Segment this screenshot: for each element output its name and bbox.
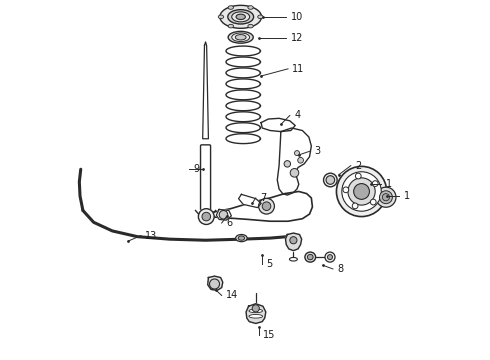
Polygon shape: [196, 211, 216, 219]
Text: 12: 12: [291, 33, 303, 43]
Ellipse shape: [249, 309, 263, 313]
Circle shape: [202, 212, 211, 221]
Circle shape: [259, 198, 274, 214]
Ellipse shape: [258, 15, 263, 19]
Circle shape: [382, 194, 390, 201]
Polygon shape: [239, 194, 261, 208]
Circle shape: [298, 157, 303, 163]
Text: 3: 3: [314, 146, 320, 156]
Polygon shape: [220, 5, 262, 28]
Text: 10: 10: [291, 12, 303, 22]
Circle shape: [203, 216, 208, 221]
Text: 8: 8: [337, 264, 343, 274]
Circle shape: [354, 184, 369, 199]
Ellipse shape: [218, 15, 223, 19]
Ellipse shape: [228, 31, 253, 43]
Polygon shape: [246, 304, 266, 323]
Text: 2: 2: [355, 161, 361, 171]
Circle shape: [262, 202, 271, 211]
Polygon shape: [286, 233, 302, 251]
Polygon shape: [226, 90, 260, 100]
Ellipse shape: [232, 33, 250, 41]
Ellipse shape: [248, 6, 253, 9]
Circle shape: [372, 181, 378, 186]
Polygon shape: [226, 101, 260, 111]
Ellipse shape: [307, 255, 313, 260]
Circle shape: [355, 173, 361, 179]
Text: 15: 15: [263, 330, 275, 340]
Circle shape: [343, 187, 349, 193]
Text: 1: 1: [403, 191, 410, 201]
Ellipse shape: [228, 10, 254, 24]
Polygon shape: [226, 123, 260, 132]
Polygon shape: [226, 134, 260, 144]
Text: 14: 14: [226, 291, 238, 301]
Polygon shape: [216, 210, 231, 220]
Circle shape: [198, 209, 214, 225]
Polygon shape: [226, 57, 260, 67]
Circle shape: [325, 252, 335, 262]
Polygon shape: [208, 276, 223, 291]
Circle shape: [294, 150, 299, 156]
Circle shape: [337, 166, 387, 217]
Ellipse shape: [236, 14, 245, 19]
Polygon shape: [205, 192, 313, 221]
FancyBboxPatch shape: [200, 145, 211, 212]
Ellipse shape: [290, 257, 297, 261]
Text: 4: 4: [294, 111, 300, 121]
Circle shape: [327, 255, 333, 260]
Circle shape: [290, 168, 299, 177]
Ellipse shape: [228, 24, 234, 28]
Circle shape: [342, 172, 381, 211]
Circle shape: [352, 203, 358, 209]
Ellipse shape: [232, 12, 250, 22]
Ellipse shape: [236, 234, 247, 242]
Text: 11: 11: [293, 64, 305, 74]
Circle shape: [219, 211, 228, 219]
Ellipse shape: [249, 315, 263, 318]
Ellipse shape: [248, 24, 253, 28]
Circle shape: [210, 279, 220, 289]
Text: 1: 1: [386, 179, 392, 189]
Text: 5: 5: [267, 259, 273, 269]
Text: 6: 6: [226, 218, 232, 228]
Polygon shape: [203, 42, 208, 139]
Ellipse shape: [238, 236, 245, 240]
Circle shape: [252, 305, 259, 312]
Circle shape: [376, 187, 396, 207]
Polygon shape: [277, 128, 311, 195]
Ellipse shape: [326, 176, 335, 184]
Ellipse shape: [305, 252, 316, 262]
Circle shape: [379, 191, 392, 204]
Polygon shape: [226, 68, 260, 78]
Polygon shape: [226, 46, 260, 56]
Polygon shape: [226, 112, 260, 122]
Circle shape: [284, 161, 291, 167]
Text: 13: 13: [146, 231, 158, 240]
Ellipse shape: [323, 173, 337, 187]
Polygon shape: [226, 79, 260, 89]
Circle shape: [348, 178, 375, 205]
Text: 9: 9: [194, 164, 200, 174]
Ellipse shape: [228, 6, 234, 9]
Circle shape: [200, 213, 211, 224]
Circle shape: [290, 237, 297, 244]
Ellipse shape: [235, 35, 246, 40]
Circle shape: [370, 199, 376, 205]
Text: 7: 7: [260, 193, 266, 203]
Polygon shape: [261, 118, 295, 132]
